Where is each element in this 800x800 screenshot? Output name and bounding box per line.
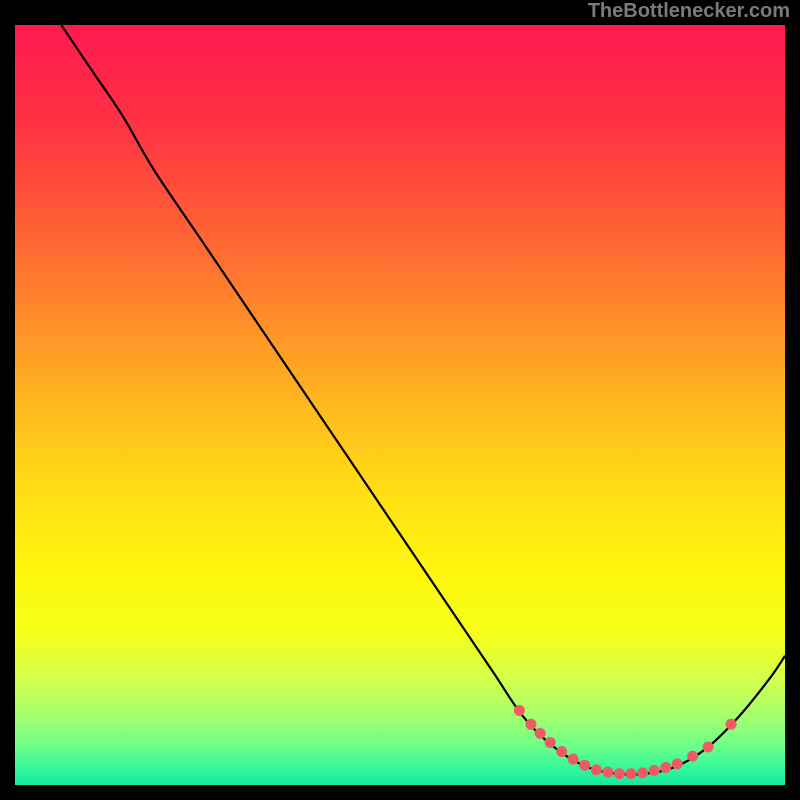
- curve-marker: [637, 767, 648, 778]
- chart-container: TheBottlenecker.com: [0, 0, 800, 800]
- watermark-text: TheBottlenecker.com: [588, 0, 790, 23]
- curve-marker: [535, 728, 546, 739]
- bottleneck-curve-chart: [0, 0, 800, 800]
- curve-marker: [703, 742, 714, 753]
- plot-background-gradient: [15, 25, 785, 785]
- curve-marker: [602, 767, 613, 778]
- curve-marker: [568, 754, 579, 765]
- curve-marker: [614, 768, 625, 779]
- curve-marker: [591, 764, 602, 775]
- curve-marker: [660, 762, 671, 773]
- curve-marker: [556, 746, 567, 757]
- curve-marker: [626, 768, 637, 779]
- curve-marker: [525, 719, 536, 730]
- curve-marker: [514, 705, 525, 716]
- curve-marker: [579, 760, 590, 771]
- curve-marker: [687, 751, 698, 762]
- curve-marker: [649, 765, 660, 776]
- curve-marker: [726, 719, 737, 730]
- curve-marker: [672, 758, 683, 769]
- curve-marker: [545, 737, 556, 748]
